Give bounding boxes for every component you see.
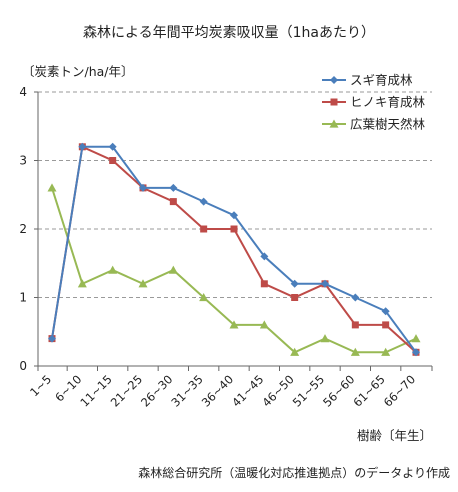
y-tick-label: 0 bbox=[19, 359, 27, 373]
data-point bbox=[168, 265, 178, 274]
data-point bbox=[139, 183, 147, 192]
legend-item: スギ育成林 bbox=[322, 73, 413, 88]
data-point bbox=[260, 280, 268, 288]
y-tick-label: 1 bbox=[19, 291, 27, 305]
data-point bbox=[47, 183, 57, 192]
x-tick-label: 56~60 bbox=[320, 372, 357, 409]
data-point bbox=[199, 197, 208, 206]
x-tick-labels: 1~56~1011~1521~2526~3031~3536~4041~4546~… bbox=[27, 372, 418, 409]
data-point bbox=[199, 293, 209, 302]
x-tick-label: 26~30 bbox=[138, 372, 175, 409]
chart-title: 森林による年間平均炭素吸収量（1haあたり） bbox=[83, 25, 375, 41]
data-point bbox=[381, 347, 391, 356]
legend-marker bbox=[330, 76, 338, 84]
series-スギ育成林 bbox=[48, 142, 420, 357]
y-tick-label: 3 bbox=[19, 154, 27, 168]
x-tick-label: 11~15 bbox=[77, 372, 114, 409]
data-point bbox=[78, 142, 87, 151]
series-group bbox=[47, 142, 421, 357]
data-point bbox=[291, 294, 299, 301]
data-point bbox=[109, 157, 117, 164]
data-point bbox=[381, 307, 390, 316]
axes bbox=[34, 91, 433, 371]
data-point bbox=[320, 334, 330, 343]
x-axis-label: 樹齢〔年生〕 bbox=[357, 428, 432, 443]
y-axis-label: 〔炭素トン/ha/年〕 bbox=[22, 64, 134, 79]
x-tick-label: 36~40 bbox=[199, 372, 236, 409]
x-tick-label: 1~5 bbox=[27, 372, 54, 399]
x-tick-label: 51~55 bbox=[290, 372, 327, 409]
x-tick-label: 66~70 bbox=[381, 372, 418, 409]
data-point bbox=[230, 211, 238, 220]
source-note: 森林総合研究所（温暖化対応推進拠点）のデータより作成 bbox=[138, 465, 450, 480]
legend-item: 広葉樹天然林 bbox=[322, 117, 426, 132]
data-point bbox=[200, 225, 208, 233]
data-point bbox=[411, 334, 421, 343]
data-point bbox=[350, 347, 360, 356]
data-point bbox=[48, 334, 56, 343]
data-point bbox=[290, 279, 299, 288]
data-point bbox=[412, 348, 420, 357]
legend-label: ヒノキ育成林 bbox=[350, 95, 426, 110]
data-point bbox=[259, 320, 269, 329]
legend-marker bbox=[329, 119, 339, 128]
x-tick-label: 61~65 bbox=[350, 372, 387, 409]
legend-marker bbox=[330, 98, 338, 106]
data-point bbox=[230, 225, 238, 233]
x-tick-label: 41~45 bbox=[229, 372, 266, 409]
legend-item: ヒノキ育成林 bbox=[322, 95, 426, 110]
y-tick-label: 4 bbox=[19, 85, 27, 99]
y-tick-labels: 0 1 2 3 4 bbox=[19, 85, 27, 373]
data-point bbox=[260, 252, 269, 261]
data-point bbox=[290, 347, 300, 356]
x-tick-label: 31~35 bbox=[168, 372, 205, 409]
x-tick-label: 46~50 bbox=[259, 372, 296, 409]
data-point bbox=[382, 321, 390, 329]
legend-label: 広葉樹天然林 bbox=[350, 117, 426, 132]
y-tick-label: 2 bbox=[19, 222, 27, 236]
series-広葉樹天然林 bbox=[47, 183, 421, 356]
data-point bbox=[351, 321, 359, 329]
legend-label: スギ育成林 bbox=[350, 73, 413, 88]
data-point bbox=[77, 279, 87, 288]
data-point bbox=[351, 293, 360, 302]
data-point bbox=[108, 142, 117, 151]
data-point bbox=[138, 279, 148, 288]
data-point bbox=[169, 198, 177, 206]
data-point bbox=[108, 265, 118, 274]
data-point bbox=[229, 320, 239, 329]
data-point bbox=[321, 279, 329, 288]
data-point bbox=[169, 183, 178, 192]
x-tick-label: 21~25 bbox=[108, 372, 145, 409]
